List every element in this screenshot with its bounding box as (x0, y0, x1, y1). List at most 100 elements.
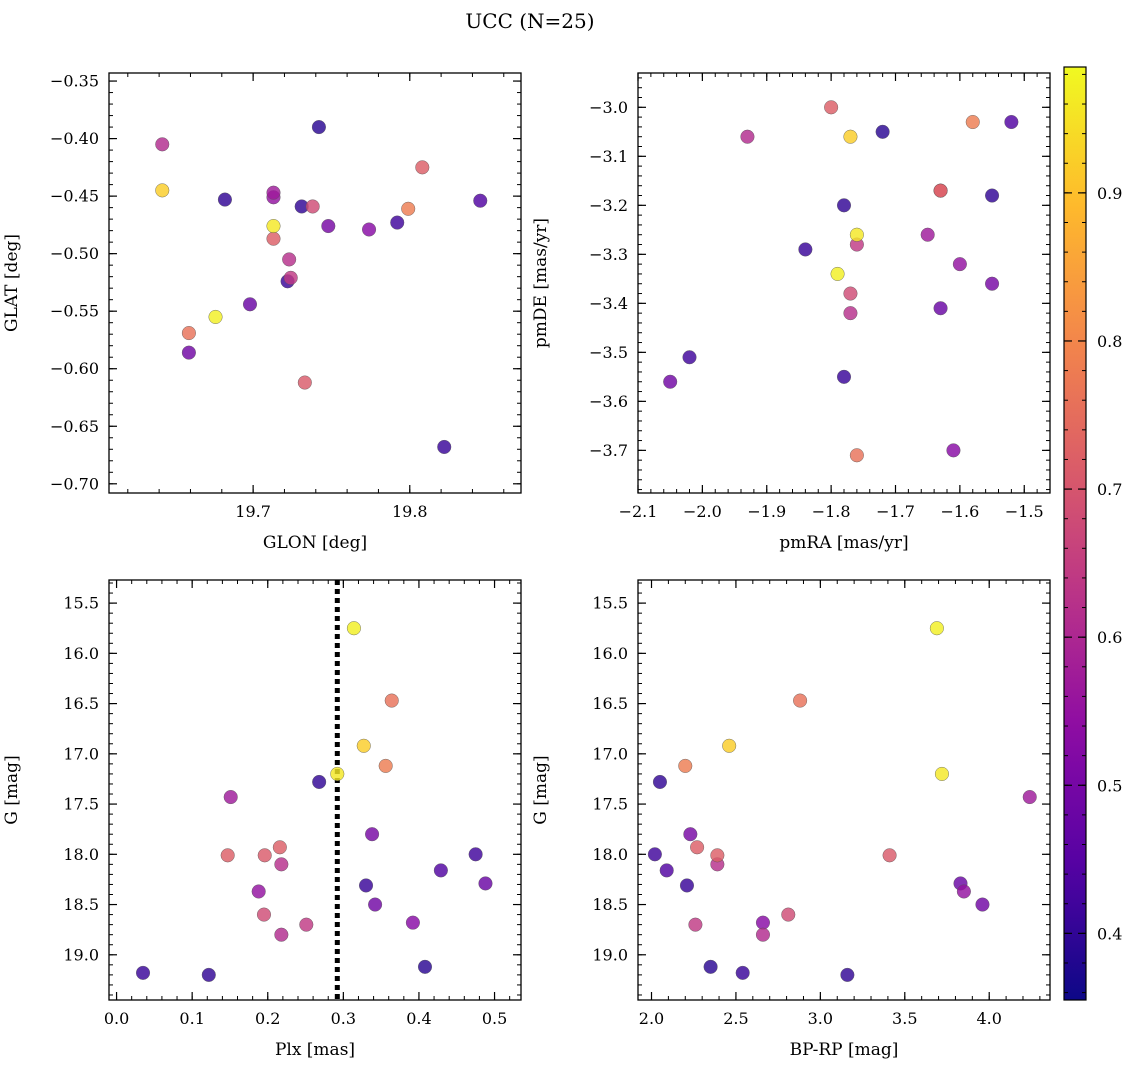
y-tick-label: 18.0 (592, 845, 628, 864)
x-axis-label: BP-RP [mag] (790, 1040, 899, 1060)
data-point (283, 270, 298, 285)
x-axis-label: Plx [mas] (275, 1040, 355, 1060)
data-point (678, 758, 693, 773)
x-tick-label: −2.0 (683, 502, 722, 521)
y-tick-label: 15.5 (63, 594, 99, 613)
colorbar-tick-label: 0.7 (1097, 480, 1122, 499)
data-point (321, 219, 336, 234)
data-point (282, 252, 297, 267)
y-tick-label: −3.4 (589, 294, 628, 313)
data-point (417, 959, 432, 974)
y-tick-label: −3.0 (589, 98, 628, 117)
data-point (181, 345, 196, 360)
data-point (679, 878, 694, 893)
data-point (220, 848, 235, 863)
data-point (217, 192, 232, 207)
x-tick-label: 3.0 (808, 1009, 833, 1028)
y-tick-label: 18.0 (63, 845, 99, 864)
data-point (985, 276, 1000, 291)
x-tick-label: 0.5 (482, 1009, 507, 1028)
data-point (433, 863, 448, 878)
data-point (356, 738, 371, 753)
axes-frame (637, 579, 1051, 1001)
x-tick-label: −1.7 (876, 502, 915, 521)
axes-frame (108, 579, 522, 1001)
y-tick-label: 16.5 (592, 694, 628, 713)
y-tick-label: −3.7 (589, 441, 628, 460)
data-point (266, 185, 281, 200)
data-point (920, 227, 935, 242)
data-point (663, 374, 678, 389)
y-tick-label: 18.5 (63, 895, 99, 914)
points (155, 120, 488, 454)
data-point (965, 115, 980, 130)
data-point (312, 774, 327, 789)
data-point (223, 790, 238, 805)
panel-color-mag: 2.0 2.5 3.0 3.5 4.0 15.5 16.0 16.5 17.0 17.5 18.0 1… (531, 579, 1051, 1060)
data-point (330, 766, 345, 781)
y-tick-label: −0.35 (50, 72, 99, 91)
data-point (256, 907, 271, 922)
x-tick-label: 0.3 (331, 1009, 356, 1028)
data-point (478, 876, 493, 891)
x-tick-label: 19.8 (392, 502, 428, 521)
data-point (740, 129, 755, 144)
data-point (272, 840, 287, 855)
data-point (299, 917, 314, 932)
data-point (468, 847, 483, 862)
colorbar-tick-label: 0.6 (1097, 628, 1122, 647)
points (647, 621, 1037, 982)
y-tick-label: −0.60 (50, 359, 99, 378)
chart-title: UCC (N=25) (465, 9, 594, 33)
x-tick-label: 4.0 (976, 1009, 1001, 1028)
panels: 19.7 19.8 −0.35 −0.40 −0.45 −0.50 −0.55 −0.60 −0… (2, 72, 1051, 1060)
data-point (647, 847, 662, 862)
x-tick-label: −1.6 (940, 502, 979, 521)
data-point (952, 257, 967, 272)
data-point (274, 927, 289, 942)
data-point (793, 693, 808, 708)
colorbar-tick-label: 0.4 (1097, 924, 1122, 943)
x-axis-label: GLON [deg] (263, 533, 367, 553)
data-point (346, 621, 361, 636)
data-point (933, 301, 948, 316)
data-point (242, 297, 257, 312)
data-point (415, 160, 430, 175)
data-point (781, 907, 796, 922)
data-point (378, 758, 393, 773)
data-point (975, 897, 990, 912)
data-point (1004, 115, 1019, 130)
x-tick-label: 3.5 (892, 1009, 917, 1028)
data-point (305, 199, 320, 214)
data-point (843, 286, 858, 301)
x-tick-label: −1.9 (747, 502, 786, 521)
data-point (201, 967, 216, 982)
data-point (798, 242, 813, 257)
y-tick-label: 17.5 (592, 795, 628, 814)
data-point (755, 927, 770, 942)
data-point (688, 917, 703, 932)
y-tick-label: −0.55 (50, 302, 99, 321)
data-point (266, 231, 281, 246)
y-tick-label: −3.2 (589, 196, 628, 215)
data-point (181, 326, 196, 341)
data-point (710, 848, 725, 863)
data-point (368, 897, 383, 912)
data-point (703, 959, 718, 974)
data-point (155, 137, 170, 152)
data-point (934, 766, 949, 781)
y-tick-label: −0.45 (50, 187, 99, 206)
y-tick-label: −3.5 (589, 343, 628, 362)
y-tick-label: −0.65 (50, 417, 99, 436)
data-point (840, 967, 855, 982)
data-point (251, 884, 266, 899)
x-tick-label: 0.1 (179, 1009, 204, 1028)
data-point (652, 774, 667, 789)
data-point (843, 129, 858, 144)
x-tick-label: 0.4 (406, 1009, 431, 1028)
x-tick-label: 2.5 (723, 1009, 748, 1028)
data-point (473, 193, 488, 208)
y-tick-label: 17.5 (63, 795, 99, 814)
y-tick-label: −3.1 (589, 147, 628, 166)
